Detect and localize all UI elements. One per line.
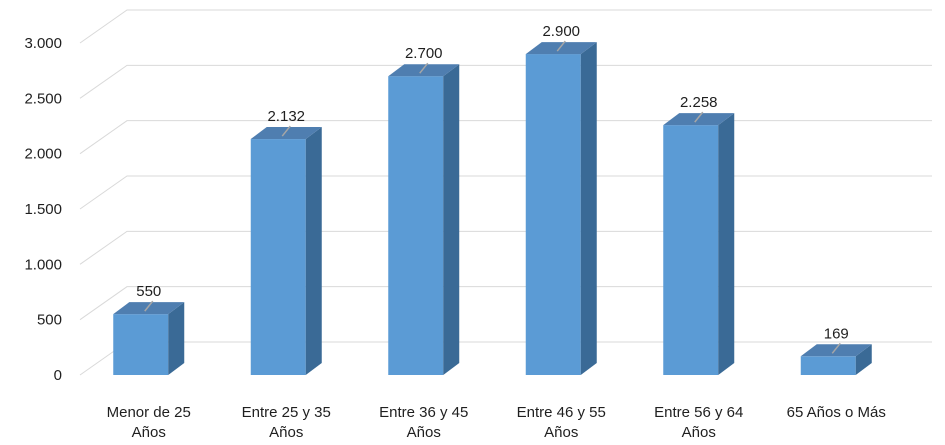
x-category-label: Entre 56 y 64 Años [654,404,743,441]
y-tick-label: 0 [54,367,62,384]
data-label-leader [694,111,704,123]
data-label: 2.258 [680,94,718,111]
x-category-label: 65 Años o Más [787,404,886,421]
gridline [79,230,932,265]
y-tick-label: 500 [37,312,62,329]
x-axis: Menor de 25 Años Entre 25 y 35 Años Entre 36… [107,404,886,441]
gridline [79,175,932,210]
bar-front [388,76,444,375]
bar-top [388,64,460,77]
bar-6 [800,344,872,375]
x-category-label: Menor de 25 Años [107,404,191,441]
y-tick-label: 3.000 [24,35,62,52]
gridline [79,64,932,99]
y-tick-label: 2.000 [24,146,62,163]
data-label-leader [831,342,841,354]
data-label-leader [419,62,429,74]
x-category-label: Entre 36 y 45 Años [379,404,468,441]
data-labels: 550 2.132 2.700 2.900 2.258 169 [136,23,849,354]
data-label-leader [556,40,566,52]
gridline [79,120,932,155]
bar-top [525,42,597,55]
x-category-label: Entre 46 y 55 Años [517,404,606,441]
bar-side [305,127,322,375]
data-label: 2.900 [542,23,580,40]
bar-side [855,344,872,375]
bar-top [800,344,872,357]
bar-front [800,356,856,375]
bar-top [663,113,735,126]
y-tick-label: 2.500 [24,90,62,107]
data-label: 169 [824,325,849,342]
bar-front [113,314,169,375]
bar-top [113,302,185,315]
bar-front [250,139,306,375]
y-tick-label: 1.000 [24,256,62,273]
data-label: 550 [136,283,161,300]
bar-2 [250,127,322,375]
y-axis: 0 500 1.000 1.500 2.000 2.500 3.000 [24,35,62,384]
bar-top [250,127,322,140]
gridline [79,9,932,44]
data-label-leader [281,125,291,137]
bar-4 [525,42,597,376]
data-label-leader [144,300,154,312]
bars [113,42,872,376]
bar-front [663,125,719,375]
bar-side [580,42,597,376]
data-label: 2.700 [405,45,443,62]
bar-5 [663,113,735,375]
x-category-label: Entre 25 y 35 Años [242,404,331,441]
y-tick-label: 1.500 [24,201,62,218]
bar-3 [388,64,460,375]
bar-front [525,54,581,376]
gridline [79,286,932,321]
bar-1 [113,302,185,375]
bar-side [718,113,735,375]
data-label: 2.132 [267,108,305,125]
bar-side [443,64,460,375]
bar-side [168,302,185,375]
gridlines [79,9,932,376]
